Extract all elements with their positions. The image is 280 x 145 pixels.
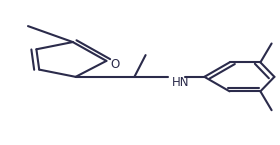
Text: HN: HN bbox=[172, 76, 190, 89]
Text: O: O bbox=[111, 58, 120, 71]
